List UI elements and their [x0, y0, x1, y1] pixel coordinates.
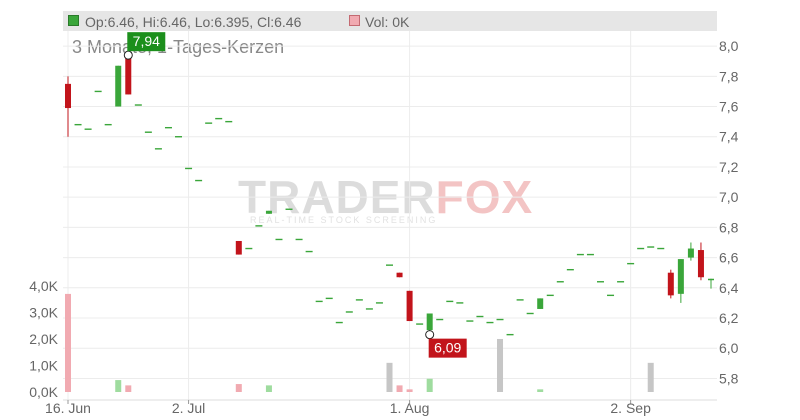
ohlc-info-bar: Op:6.46, Hi:6.46, Lo:6.395, Cl:6.46 Vol:…: [63, 11, 717, 31]
extreme-label: 7,94: [133, 33, 160, 49]
date-tick-label: 2. Jul: [172, 400, 205, 416]
price-tick-label: 6,0: [719, 340, 739, 356]
date-tick-label: 1. Aug: [390, 400, 430, 416]
date-tick-label: 2. Sep: [610, 400, 651, 416]
candle-body: [396, 272, 403, 278]
candle-body: [677, 259, 684, 294]
volume-bar: [497, 338, 504, 392]
volume-tick-label: 2,0K: [29, 331, 58, 347]
extreme-marker: [425, 330, 435, 340]
volume-tick-label: 0,0K: [29, 384, 58, 400]
price-tick-label: 7,0: [719, 189, 739, 205]
volume-bar: [65, 293, 71, 392]
volume-bars: [65, 293, 654, 392]
candle-body: [115, 65, 122, 107]
candle-body: [235, 240, 242, 255]
extreme-annotations: 7,94 6,09: [123, 32, 467, 358]
price-candles: [65, 55, 714, 336]
ohlc-swatch-icon: [68, 15, 79, 26]
candle-body: [697, 250, 704, 278]
volume-readout: Vol: 0K: [365, 14, 410, 30]
price-tick-label: 8,0: [719, 38, 739, 54]
candle-body: [125, 56, 132, 95]
axis-labels: 8,0 7,8 7,6 7,4 7,2 7,0 6,8 6,6 6,4 6,2 6,0 5,8 4,0K…: [29, 38, 738, 416]
price-tick-label: 7,6: [719, 99, 739, 115]
price-tick-label: 6,8: [719, 219, 739, 235]
candle-body: [537, 298, 544, 309]
volume-bar: [396, 385, 403, 392]
chart-subtitle: 3 Monate, 1-Tages-Kerzen: [72, 37, 285, 57]
candle-body: [265, 210, 272, 214]
candle-body: [687, 248, 694, 258]
volume-tick-label: 1,0K: [29, 357, 58, 373]
price-tick-label: 7,8: [719, 68, 739, 84]
volume-bar: [426, 378, 433, 392]
price-tick-label: 6,2: [719, 310, 739, 326]
candle-body: [65, 83, 71, 109]
volume-bar: [406, 389, 413, 392]
volume-tick-label: 4,0K: [29, 278, 58, 294]
extreme-label-box: [127, 32, 166, 52]
price-tick-label: 6,4: [719, 280, 739, 296]
grid-lines: [63, 31, 717, 401]
candle-body: [426, 313, 433, 331]
watermark-tagline: REAL-TIME STOCK SCREENING: [250, 215, 438, 225]
extreme-label: 6,09: [434, 340, 461, 356]
volume-swatch-icon: [349, 15, 360, 26]
ohlc-readout: Op:6.46, Hi:6.46, Lo:6.395, Cl:6.46: [85, 14, 302, 30]
volume-bar: [537, 389, 544, 392]
volume-bar: [265, 385, 272, 392]
candle-body: [708, 278, 714, 281]
extreme-marker: [123, 50, 133, 60]
candle-body: [667, 272, 674, 296]
candle-body: [406, 290, 413, 322]
volume-bar: [115, 380, 122, 392]
volume-bar: [235, 384, 242, 392]
volume-bar: [386, 362, 393, 392]
price-tick-label: 7,4: [719, 129, 739, 145]
volume-bar: [647, 362, 654, 392]
price-tick-label: 6,6: [719, 250, 739, 266]
extreme-label-box: [428, 338, 467, 358]
volume-bar: [125, 385, 132, 392]
volume-tick-label: 3,0K: [29, 304, 58, 320]
price-tick-label: 5,8: [719, 370, 739, 386]
date-tick-label: 16. Jun: [45, 400, 91, 416]
price-tick-label: 7,2: [719, 159, 739, 175]
